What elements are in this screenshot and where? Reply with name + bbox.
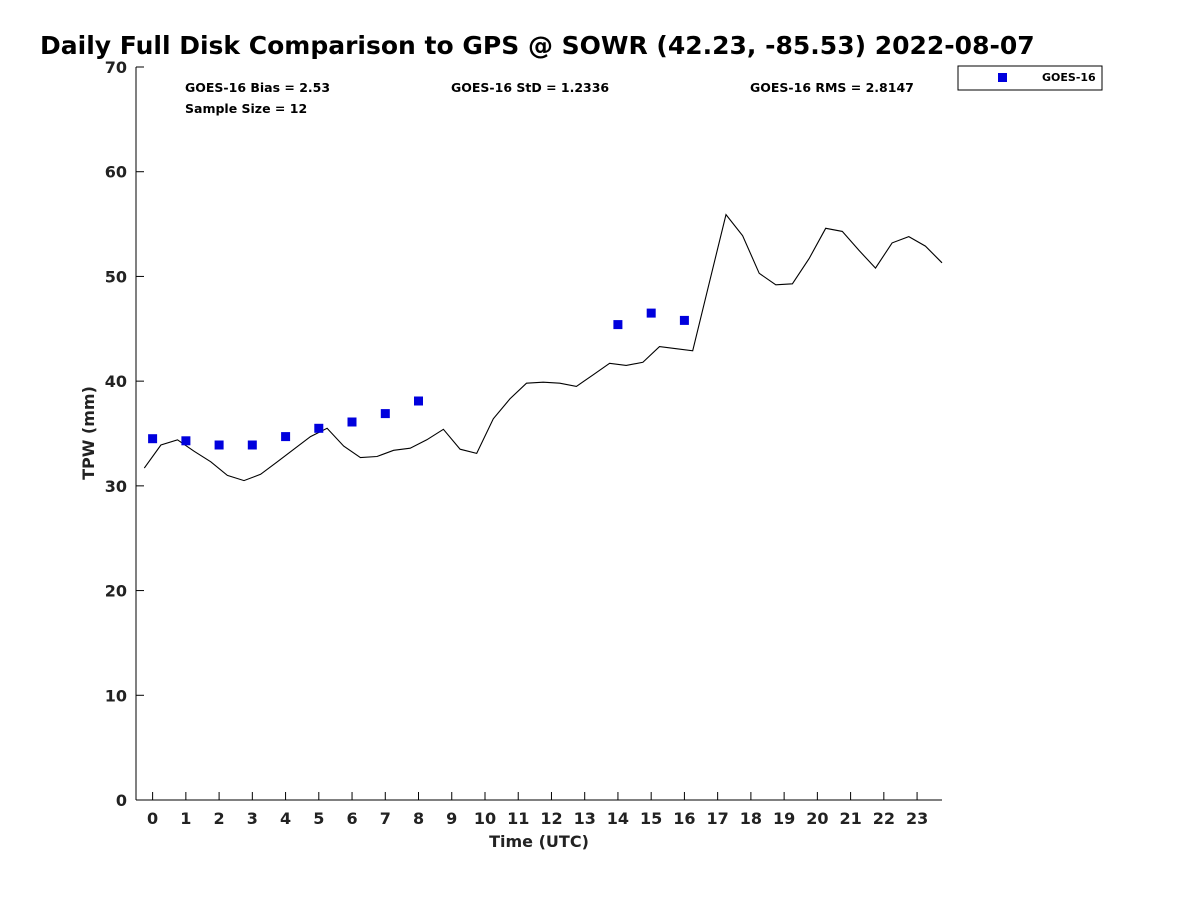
goes16-point [247, 440, 257, 450]
x-tick-label: 15 [640, 809, 662, 828]
y-tick-label: 10 [105, 686, 127, 705]
x-tick-label: 18 [740, 809, 762, 828]
y-tick-label: 60 [105, 163, 127, 182]
y-tick-label: 20 [105, 582, 127, 601]
x-tick-label: 22 [873, 809, 895, 828]
stat-sample-size: Sample Size = 12 [185, 101, 307, 116]
y-tick-label: 0 [116, 791, 127, 810]
x-tick-label: 7 [380, 809, 391, 828]
legend-label-goes16: GOES-16 [1042, 71, 1096, 84]
x-ticks: 0 1 2 3 4 5 6 7 8 9 10 11 12 13 14 15 16 17 18 19 20 21 22 23 [147, 792, 928, 828]
x-tick-label: 3 [247, 809, 258, 828]
x-tick-label: 4 [280, 809, 291, 828]
y-ticks: 0 10 20 30 40 50 60 70 [105, 58, 144, 810]
goes16-point [380, 409, 390, 419]
goes16-point [679, 315, 689, 325]
x-tick-label: 5 [313, 809, 324, 828]
legend-marker-square [998, 73, 1007, 82]
goes16-point [414, 396, 423, 406]
goes16-point [613, 320, 623, 330]
x-tick-label: 14 [607, 809, 629, 828]
stat-bias: GOES-16 Bias = 2.53 [185, 80, 330, 95]
goes16-point [181, 436, 191, 446]
chart-title: Daily Full Disk Comparison to GPS @ SOWR… [40, 31, 1035, 60]
x-tick-label: 11 [507, 809, 529, 828]
x-tick-label: 17 [707, 809, 729, 828]
y-tick-label: 30 [105, 477, 127, 496]
goes16-point [347, 417, 357, 427]
x-tick-label: 23 [906, 809, 928, 828]
stat-rms: GOES-16 RMS = 2.8147 [750, 80, 914, 95]
goes16-point [646, 308, 656, 318]
x-tick-label: 19 [773, 809, 795, 828]
y-tick-label: 70 [105, 58, 127, 77]
goes16-point [314, 423, 324, 433]
x-tick-label: 16 [673, 809, 695, 828]
y-axis-label: TPW (mm) [79, 386, 98, 480]
x-tick-label: 2 [214, 809, 225, 828]
x-tick-label: 21 [839, 809, 861, 828]
legend: GOES-16 [957, 65, 1103, 91]
goes16-point [281, 432, 291, 442]
x-tick-label: 13 [574, 809, 596, 828]
x-tick-label: 9 [446, 809, 457, 828]
x-tick-label: 1 [180, 809, 191, 828]
plot-area [136, 67, 942, 800]
goes16-point-series [148, 308, 689, 450]
x-tick-label: 6 [346, 809, 357, 828]
x-axis-label: Time (UTC) [489, 832, 589, 851]
x-tick-label: 10 [474, 809, 496, 828]
goes16-point [148, 434, 158, 444]
x-tick-label: 8 [413, 809, 424, 828]
legend-box [957, 65, 1103, 91]
y-tick-label: 50 [105, 267, 127, 286]
x-tick-label: 0 [147, 809, 158, 828]
x-tick-label: 20 [806, 809, 828, 828]
gps-line-series [143, 213, 943, 482]
x-tick-label: 12 [540, 809, 562, 828]
y-tick-label: 40 [105, 372, 127, 391]
stat-std: GOES-16 StD = 1.2336 [451, 80, 609, 95]
gps-tpw-line [143, 213, 943, 482]
goes16-point [214, 440, 224, 450]
